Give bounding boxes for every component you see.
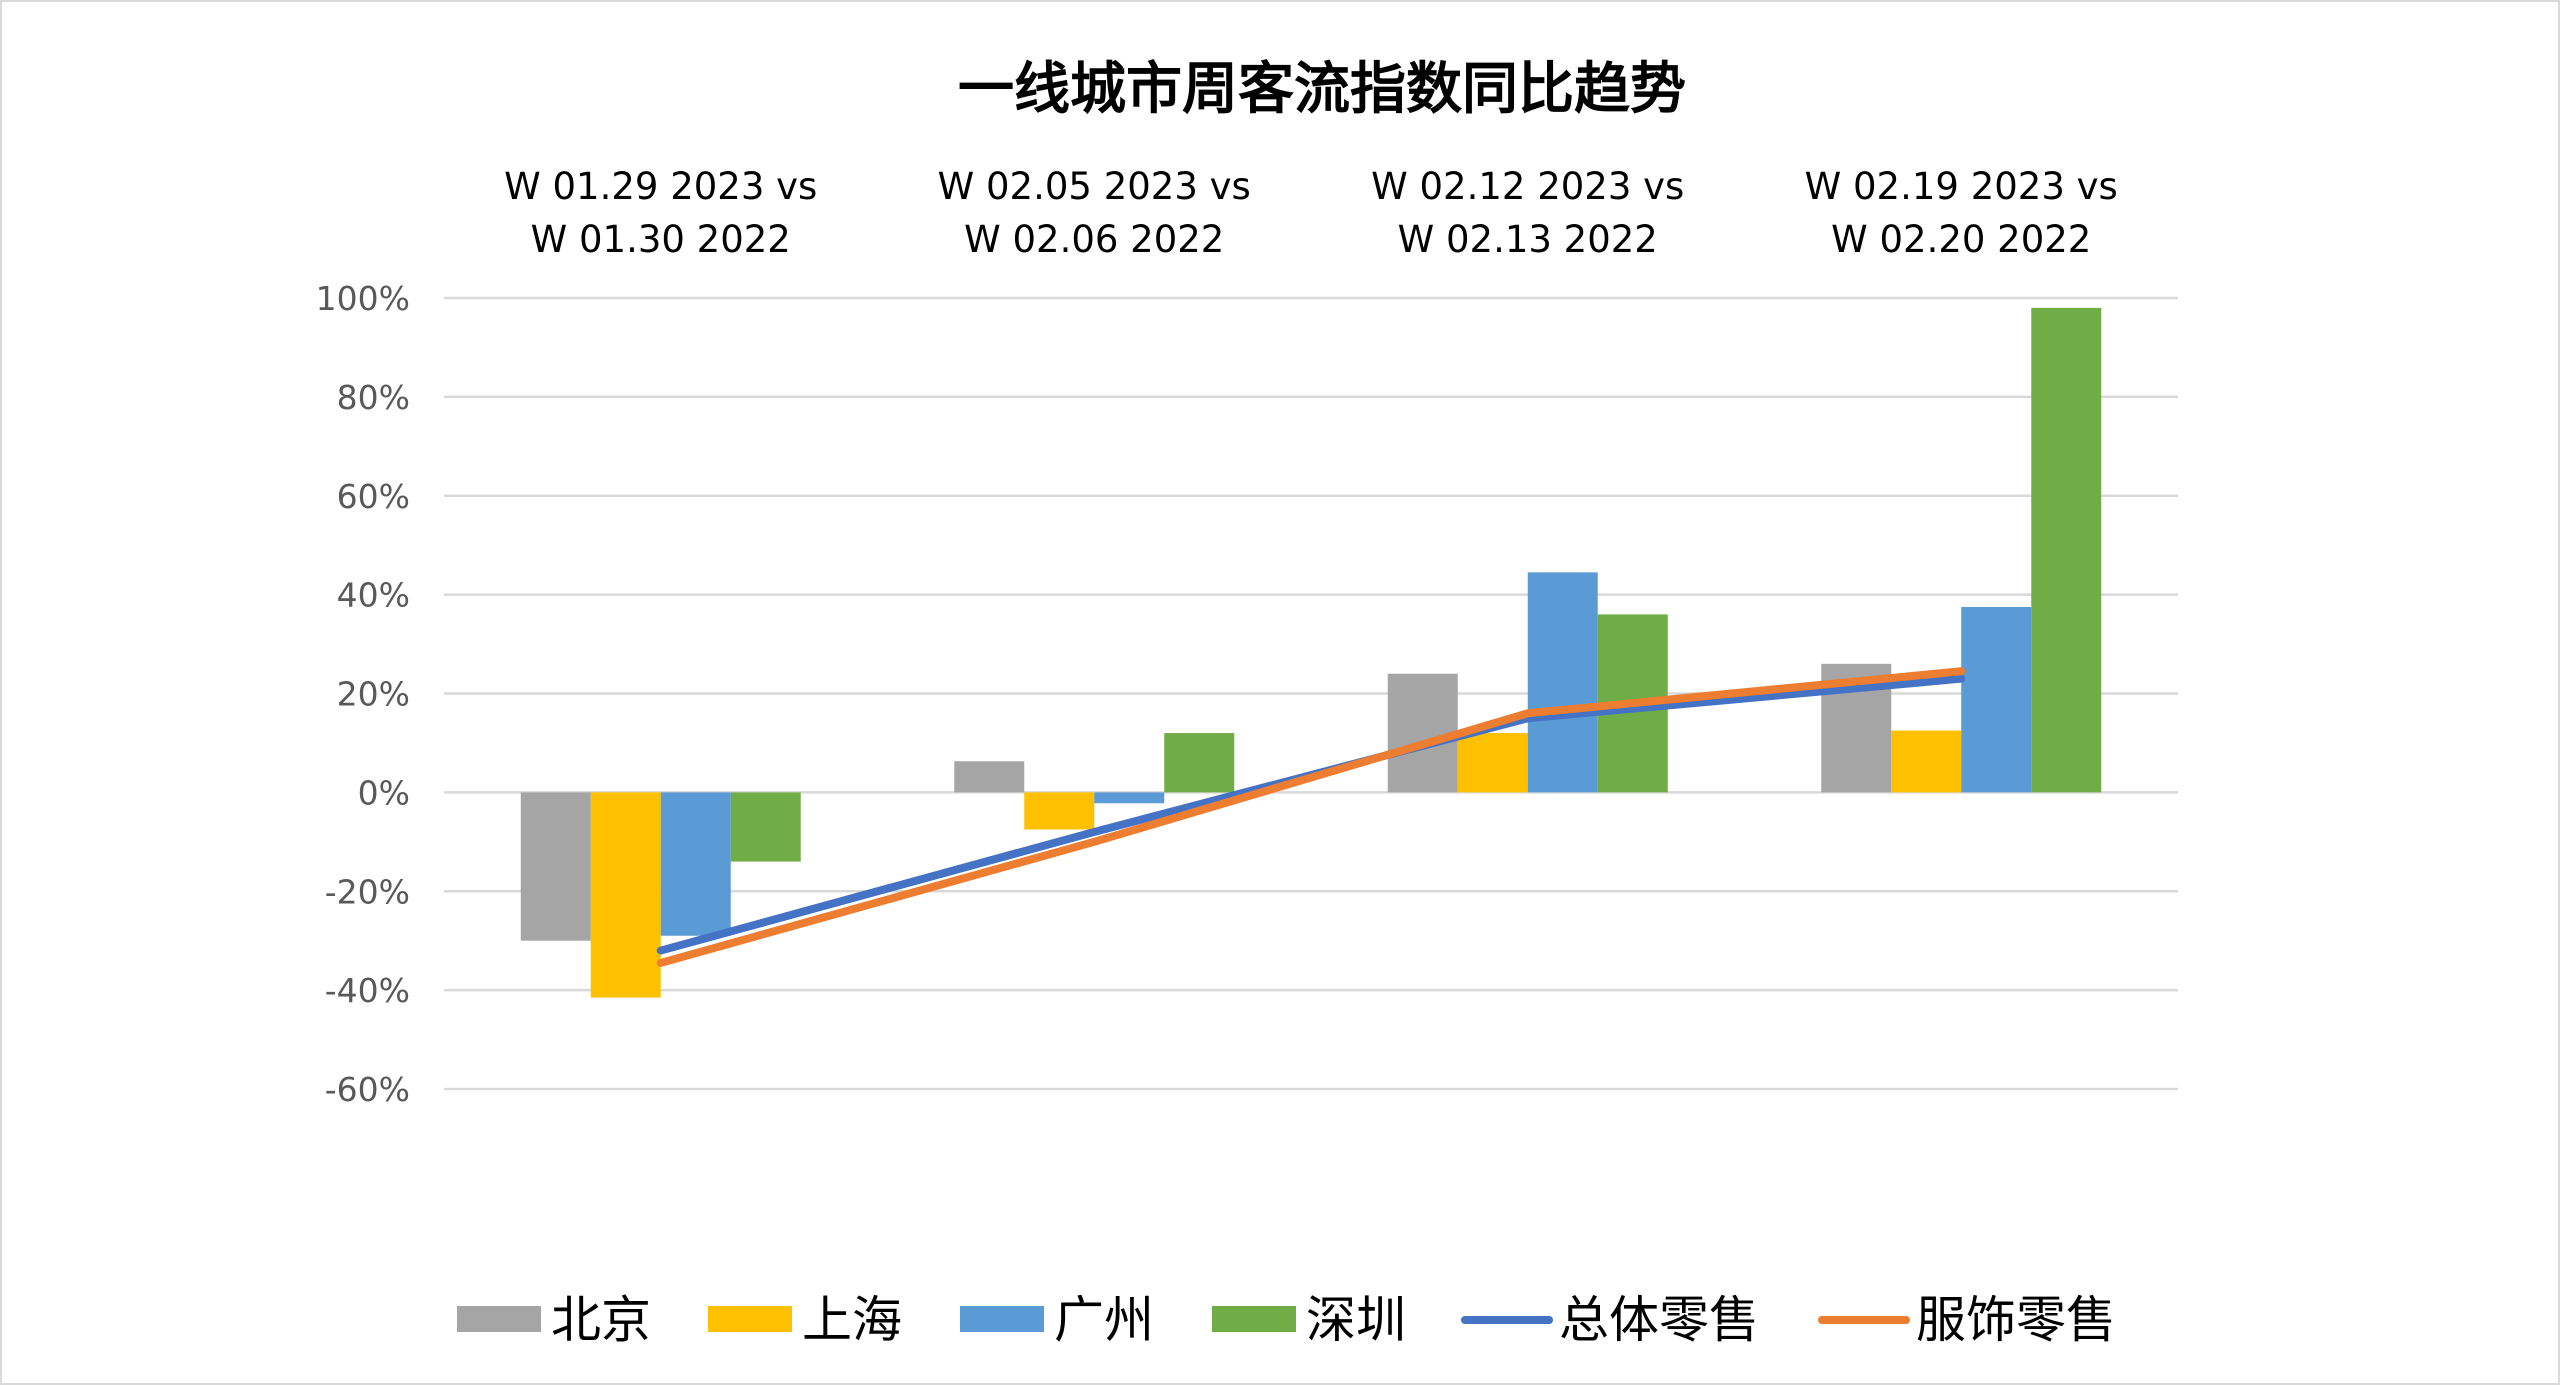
bar <box>1024 792 1095 830</box>
y-tick-label: -40% <box>325 971 410 1010</box>
category-label: W 02.19 2023 vs <box>1805 165 2118 208</box>
bar <box>1094 792 1165 804</box>
legend-item: 北京 <box>457 1291 651 1349</box>
legend-item: 深圳 <box>1212 1291 1406 1349</box>
bar <box>1164 733 1235 793</box>
bar <box>1891 730 1962 793</box>
y-axis-tick-labels: 100% 80% 60% 40% 20% 0% -20% -40% -60% <box>316 279 410 1109</box>
y-tick-label: 0% <box>358 773 410 812</box>
legend-swatch <box>457 1306 541 1332</box>
gridlines <box>444 296 2178 1091</box>
y-tick-label: -20% <box>325 872 410 911</box>
bar <box>1527 572 1598 793</box>
category-labels: W 01.29 2023 vs W 01.30 2022 W 02.05 2023 … <box>504 165 2118 261</box>
legend-swatch <box>1212 1306 1296 1332</box>
legend-swatch <box>960 1306 1044 1332</box>
bars <box>520 307 2102 998</box>
y-tick-label: 60% <box>337 477 410 516</box>
legend-item: 总体零售 <box>1461 1291 1759 1349</box>
bar <box>954 761 1025 793</box>
bar <box>1457 733 1528 793</box>
y-tick-label: 20% <box>337 675 410 714</box>
legend-label: 上海 <box>802 1291 902 1349</box>
bar <box>520 792 591 941</box>
bar <box>1387 673 1458 793</box>
legend-label: 服饰零售 <box>1916 1291 2116 1349</box>
legend-swatch <box>708 1306 792 1332</box>
legend-item: 服饰零售 <box>1818 1291 2116 1349</box>
bar <box>1961 606 2032 793</box>
y-tick-label: 80% <box>337 378 410 417</box>
category-label: W 01.30 2022 <box>531 218 791 261</box>
legend-item: 上海 <box>708 1291 902 1349</box>
bar <box>660 792 731 936</box>
y-tick-label: 40% <box>337 576 410 615</box>
legend-label: 北京 <box>551 1291 651 1349</box>
bar <box>590 792 661 998</box>
category-label: W 02.20 2022 <box>1831 218 2091 261</box>
legend-item: 广州 <box>960 1291 1154 1349</box>
category-label: W 02.13 2022 <box>1398 218 1658 261</box>
category-label: W 02.06 2022 <box>964 218 1224 261</box>
chart-title: 一线城市周客流指数同比趋势 <box>958 57 1686 122</box>
legend: 北京 上海 广州 深圳 总体零售 服饰零售 <box>457 1291 2116 1349</box>
bar <box>730 792 801 862</box>
y-tick-label: -60% <box>325 1070 410 1109</box>
category-label: W 01.29 2023 vs <box>504 165 817 208</box>
y-tick-label: 100% <box>316 279 410 318</box>
lines <box>656 667 1966 967</box>
bar <box>2031 307 2102 793</box>
legend-label: 广州 <box>1054 1291 1154 1349</box>
category-label: W 02.12 2023 vs <box>1371 165 1684 208</box>
series-line <box>656 667 1966 967</box>
legend-label: 总体零售 <box>1559 1291 1759 1349</box>
legend-label: 深圳 <box>1306 1291 1406 1349</box>
category-label: W 02.05 2023 vs <box>938 165 1251 208</box>
